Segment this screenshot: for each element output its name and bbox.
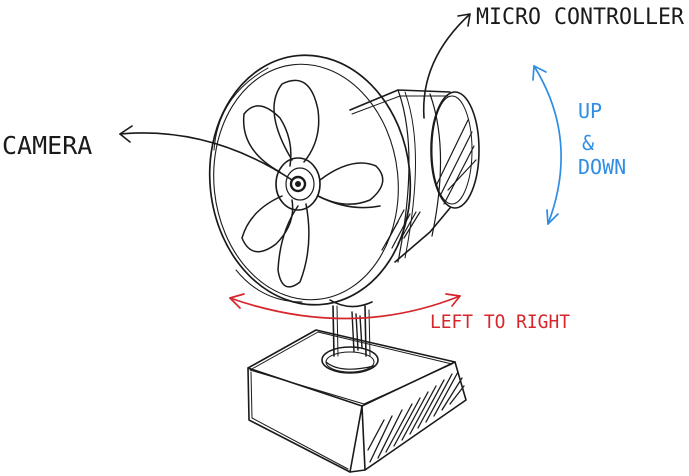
left-right-arrow [229, 293, 461, 320]
microcontroller-pointer [422, 13, 471, 119]
motor-housing [349, 89, 480, 263]
fan-blades [241, 79, 384, 288]
micro-controller-label: MICRO CONTROLLER [476, 5, 685, 30]
camera-pointer [119, 125, 381, 209]
stand-pole [321, 299, 379, 374]
camera-hub [275, 157, 321, 211]
camera-label: CAMERA [2, 131, 92, 160]
base-box [247, 329, 467, 473]
and-label: & [582, 131, 594, 155]
up-label: UP [578, 99, 602, 123]
housing-hatching [381, 119, 477, 251]
fan-guard [208, 54, 412, 306]
up-down-arrow [532, 65, 562, 225]
left-to-right-label: LEFT TO RIGHT [430, 311, 570, 333]
down-label: DOWN [578, 155, 626, 179]
base-hatching [367, 371, 465, 463]
